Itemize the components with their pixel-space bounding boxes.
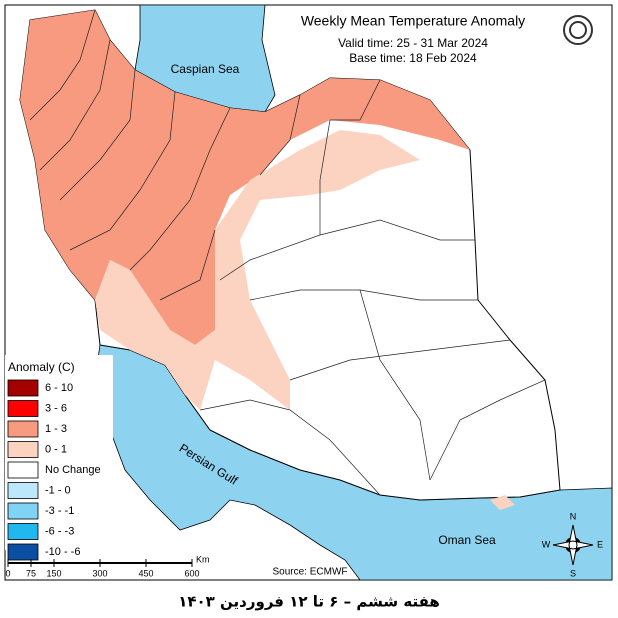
caption: هفته ششم – ۶ تا ۱۲ فروردین ۱۴۰۳ [178,593,440,611]
legend-label: -3 - -1 [45,505,74,517]
legend-swatch [7,461,39,479]
province-borders [29,9,546,496]
legend-swatch [7,482,39,499]
legend: 6 - 10 3 - 6 1 - 3 0 - 1 No Change -1 - 0 -3 -… [7,379,101,561]
legend-swatch [7,379,39,397]
legend-swatch [7,441,39,458]
compass: N S E W [542,511,603,578]
sea-label: Oman Sea [438,533,496,547]
legend-label: 0 - 1 [45,443,67,455]
legend-swatch [7,400,39,417]
legend-label: No Change [45,464,101,476]
source: Source: ECMWF [272,567,347,578]
compass-n: N [570,511,577,521]
scale-unit: Km [196,554,210,564]
legend-label: -10 - -6 [45,546,80,558]
scale-label: 150 [46,568,61,578]
compass-s: S [570,568,576,578]
legend-label: -6 - -3 [45,525,74,537]
anomaly-0-1 [95,130,420,410]
legend-label: 6 - 10 [45,382,73,394]
compass-e: E [597,539,603,549]
base-time: Base time: 18 Feb 2024 [349,51,477,65]
scale-label: 300 [92,568,107,578]
title: Weekly Mean Temperature Anomaly [301,13,525,29]
legend-label: 1 - 3 [45,423,67,435]
anomaly-0-1 [490,495,515,510]
legend-title: Anomaly (C) [8,360,75,374]
scale-label: 75 [26,568,36,578]
compass-w: W [542,539,551,549]
logo [563,15,593,45]
legend-swatch [7,543,39,561]
sea-label: Caspian Sea [171,62,240,76]
scale-label: 600 [184,568,199,578]
valid-time: Valid time: 25 - 31 Mar 2024 [338,36,488,50]
scale-label: 450 [138,568,153,578]
legend-swatch [7,502,39,520]
legend-swatch [7,420,39,438]
legend-label: -1 - 0 [45,484,71,496]
legend-swatch [7,523,39,540]
scale-label: 0 [5,568,10,578]
scale-bar: 0 75 150 300 450 600 Km [5,554,209,578]
legend-label: 3 - 6 [45,402,67,414]
